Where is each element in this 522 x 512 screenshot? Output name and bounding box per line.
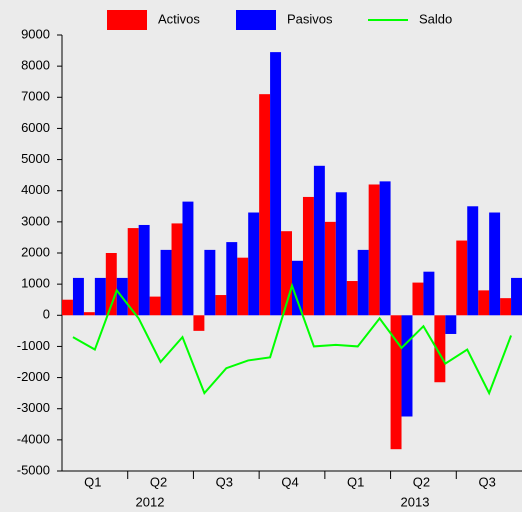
bar [379, 181, 391, 316]
quarter-label: Q2 [150, 474, 167, 489]
y-tick-label: -1000 [17, 338, 50, 353]
bar [127, 228, 139, 316]
bar [412, 282, 424, 316]
bar [346, 281, 358, 316]
y-tick-label: -2000 [17, 369, 50, 384]
y-tick-label: 8000 [21, 58, 50, 73]
y-tick-label: -4000 [17, 431, 50, 446]
bar [105, 253, 117, 316]
bar [171, 223, 183, 316]
bar [292, 260, 303, 316]
bar [248, 212, 260, 316]
bar [368, 184, 380, 316]
quarter-label: Q3 [216, 474, 233, 489]
y-tick-label: 3000 [21, 213, 50, 228]
bar [62, 299, 73, 316]
y-tick-label: 2000 [21, 244, 50, 259]
y-tick-label: 1000 [21, 276, 50, 291]
bar [357, 249, 369, 316]
bar [390, 315, 402, 450]
bar [94, 277, 106, 316]
bar [160, 249, 172, 316]
legend-label: Activos [158, 11, 200, 26]
bar [270, 52, 282, 316]
bar [313, 165, 325, 316]
y-tick-label: 4000 [21, 182, 50, 197]
bar [83, 312, 95, 316]
y-tick-label: 7000 [21, 89, 50, 104]
bar [215, 295, 227, 316]
bar [511, 277, 522, 316]
bar [237, 257, 249, 316]
line [72, 282, 512, 396]
year-label: 2012 [136, 494, 165, 509]
y-tick-label: 0 [43, 307, 50, 322]
quarter-label: Q2 [413, 474, 430, 489]
bar [467, 206, 479, 316]
bar [401, 315, 413, 417]
bar [204, 249, 216, 316]
bar [149, 296, 161, 316]
legend-label: Pasivos [287, 11, 333, 26]
legend-label: Saldo [419, 11, 452, 26]
bar [72, 277, 84, 316]
y-tick-label: -3000 [17, 400, 50, 415]
bar [500, 298, 512, 316]
bar [489, 212, 501, 316]
bar [138, 224, 150, 316]
bar [302, 196, 314, 316]
y-tick-label: 5000 [21, 151, 50, 166]
bar [281, 231, 292, 316]
quarter-label: Q1 [84, 474, 101, 489]
legend-swatch [236, 10, 276, 30]
year-label: 2013 [401, 494, 430, 509]
bar [182, 201, 194, 316]
bar [324, 221, 336, 316]
y-tick-label: 9000 [21, 26, 50, 41]
bar [335, 192, 347, 316]
bar [434, 315, 446, 383]
quarter-label: Q3 [478, 474, 495, 489]
quarter-label: Q4 [281, 474, 298, 489]
y-tick-label: 6000 [21, 120, 50, 135]
bar [259, 94, 271, 316]
legend-swatch [107, 10, 147, 30]
quarter-label: Q1 [347, 474, 364, 489]
bar [226, 242, 238, 316]
bar [423, 271, 435, 316]
bar [193, 315, 205, 331]
y-tick-label: -5000 [17, 462, 50, 477]
bar [478, 290, 490, 316]
bar [456, 240, 468, 316]
bar [445, 315, 457, 334]
